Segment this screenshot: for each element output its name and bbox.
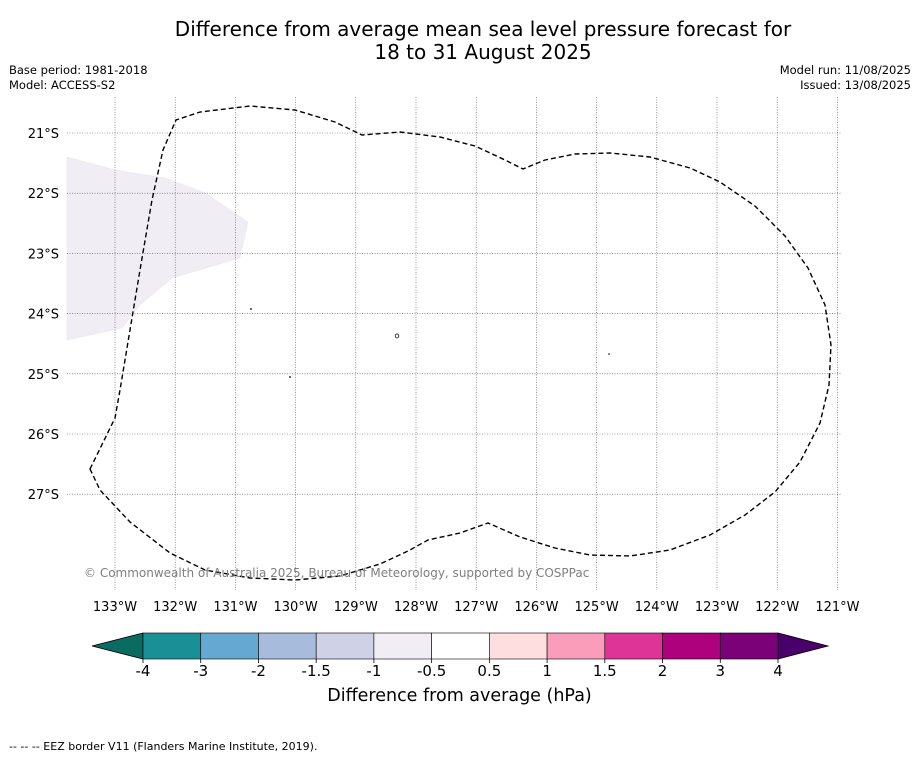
latitude-label: 23°S xyxy=(28,247,59,262)
colorbar-bin xyxy=(489,632,548,660)
base-period: Base period: 1981-2018 xyxy=(9,63,148,77)
colorbar: -4 -3 -2 -1.5 -1 -0.5 0.5 1 1.5 2 3 4 xyxy=(91,632,830,680)
longitude-label: 130°W xyxy=(274,600,318,615)
colorbar-tick-label: 1.5 xyxy=(593,662,617,680)
colorbar-tick-label: -4 xyxy=(136,662,151,680)
latitude-labels: 21°S 22°S 23°S 24°S 25°S 26°S 27°S xyxy=(28,127,59,503)
colorbar-bin xyxy=(142,632,202,660)
latitude-label: 24°S xyxy=(28,308,59,323)
graticule xyxy=(67,97,842,590)
longitude-label: 127°W xyxy=(454,600,498,615)
latitude-label: 27°S xyxy=(28,488,59,503)
longitude-labels: 133°W 132°W 131°W 130°W 129°W 128°W 127°W 126°W… xyxy=(93,600,860,615)
longitude-label: 129°W xyxy=(334,600,378,615)
longitude-label: 122°W xyxy=(755,600,799,615)
colorbar-tick-label: -1.5 xyxy=(302,662,331,680)
longitude-label: 123°W xyxy=(695,600,739,615)
colorbar-bin xyxy=(719,632,779,660)
colorbar-bin xyxy=(373,632,432,660)
island-marker xyxy=(608,353,610,355)
colorbar-tick-label: -0.5 xyxy=(417,662,446,680)
colorbar-bin xyxy=(431,632,490,660)
copyright-notice: © Commonwealth of Australia 2025, Bureau… xyxy=(84,566,589,580)
colorbar-tick-label: -2 xyxy=(251,662,266,680)
colorbar-bin xyxy=(200,632,259,660)
map-title: Difference from average mean sea level p… xyxy=(0,18,919,64)
pressure-anomaly-region xyxy=(66,156,249,341)
left-metadata: Base period: 1981-2018 Model: ACCESS-S2 xyxy=(9,63,148,93)
colorbar-bin xyxy=(258,632,317,660)
colorbar-tick-label: -3 xyxy=(193,662,208,680)
longitude-label: 133°W xyxy=(93,600,137,615)
colorbar-tick-label: 4 xyxy=(773,662,783,680)
title-line-1: Difference from average mean sea level p… xyxy=(174,17,792,41)
colorbar-tick-label: 0.5 xyxy=(477,662,501,680)
latitude-label: 26°S xyxy=(28,428,59,443)
colorbar-overflow xyxy=(777,632,830,660)
latitude-label: 25°S xyxy=(28,368,59,383)
model-run: Model run: 11/08/2025 xyxy=(779,63,911,77)
colorbar-underflow xyxy=(91,632,144,660)
island-marker xyxy=(250,308,252,310)
colorbar-bin xyxy=(662,632,721,660)
latitude-label: 22°S xyxy=(28,187,59,202)
legend-footnote: -- -- -- EEZ border V11 (Flanders Marine… xyxy=(9,740,318,753)
longitude-label: 125°W xyxy=(575,600,619,615)
colorbar-title: Difference from average (hPa) xyxy=(327,686,592,706)
longitude-label: 132°W xyxy=(153,600,197,615)
colorbar-bin xyxy=(315,632,375,660)
model-name: Model: ACCESS-S2 xyxy=(9,78,116,92)
latitude-label: 21°S xyxy=(28,127,59,142)
colorbar-bin xyxy=(604,632,663,660)
title-line-2: 18 to 31 August 2025 xyxy=(374,40,592,64)
issued-date: Issued: 13/08/2025 xyxy=(800,78,911,92)
colorbar-tick-label: 1 xyxy=(542,662,552,680)
right-metadata: Model run: 11/08/2025 Issued: 13/08/2025 xyxy=(780,63,911,93)
longitude-label: 128°W xyxy=(394,600,438,615)
colorbar-tick-label: -1 xyxy=(366,662,381,680)
longitude-label: 131°W xyxy=(213,600,257,615)
longitude-label: 121°W xyxy=(815,600,859,615)
island-marker xyxy=(289,376,291,378)
longitude-label: 126°W xyxy=(514,600,558,615)
colorbar-tick-label: 2 xyxy=(658,662,668,680)
island-marker xyxy=(394,333,400,339)
longitude-label: 124°W xyxy=(635,600,679,615)
colorbar-bin xyxy=(546,632,606,660)
colorbar-tick-label: 3 xyxy=(715,662,725,680)
eez-border xyxy=(89,105,832,581)
